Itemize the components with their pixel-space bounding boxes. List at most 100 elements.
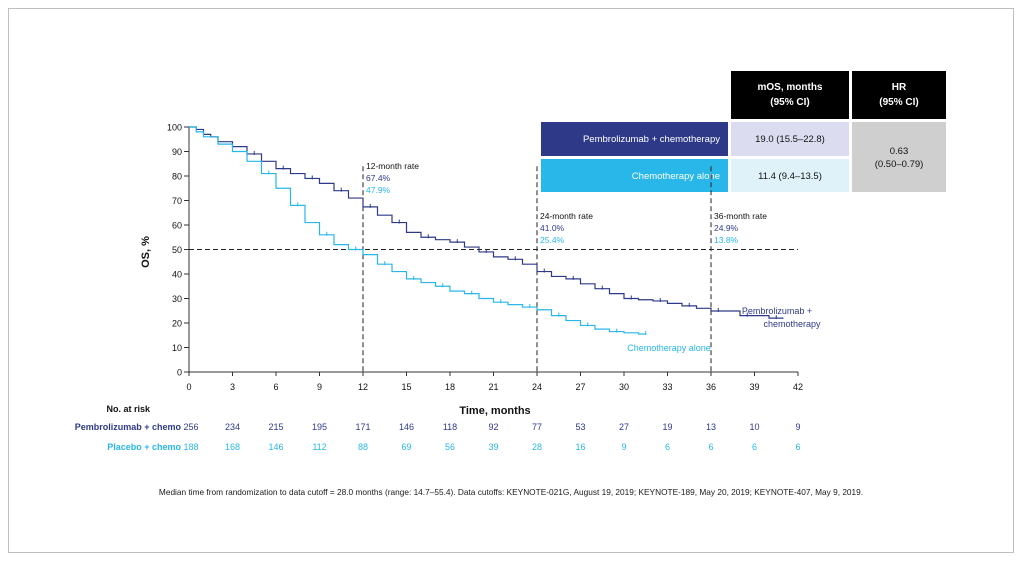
x-tick-label: 12: [358, 382, 368, 392]
risk-value-pembro: 9: [795, 422, 800, 432]
risk-value-placebo: 6: [708, 442, 713, 452]
risk-value-pembro: 234: [225, 422, 240, 432]
risk-value-pembro: 256: [183, 422, 198, 432]
x-tick-label: 3: [230, 382, 235, 392]
risk-value-placebo: 6: [795, 442, 800, 452]
risk-value-pembro: 19: [662, 422, 672, 432]
y-axis-title: OS, %: [140, 236, 152, 268]
km-survival-chart: mOS, months (95% CI) HR (95% CI) Pembrol…: [75, 71, 946, 497]
risk-value-placebo: 69: [401, 442, 411, 452]
risk-value-placebo: 168: [225, 442, 240, 452]
rate-annotation-pembro: 41.0%: [540, 223, 565, 233]
risk-value-pembro: 92: [488, 422, 498, 432]
risk-value-placebo: 39: [488, 442, 498, 452]
survival-curves: [189, 126, 784, 336]
y-tick-label: 40: [172, 270, 182, 280]
rate-annotation-chemo: 13.8%: [714, 235, 739, 245]
y-tick-label: 60: [172, 221, 182, 231]
risk-value-pembro: 215: [268, 422, 283, 432]
row1-label-cell: [541, 122, 728, 156]
risk-row-label-pembro: Pembrolizumab + chemo: [75, 422, 182, 432]
y-tick-label: 50: [172, 245, 182, 255]
x-tick-label: 39: [749, 382, 759, 392]
hr-value-cell: [852, 122, 946, 192]
row2-label: Chemotherapy alone: [632, 171, 720, 182]
rate-annotations: 12-month rate 67.4% 47.9% 24-month rate 41.0…: [366, 161, 767, 245]
hr-header-line1: HR: [892, 82, 907, 93]
footnote: Median time from randomization to data c…: [159, 487, 863, 497]
reference-lines: [189, 166, 798, 372]
y-tick-label: 10: [172, 343, 182, 353]
risk-value-pembro: 53: [575, 422, 585, 432]
risk-table: No. at risk Pembrolizumab + chemo Placeb…: [75, 404, 801, 452]
y-tick-label: 80: [172, 172, 182, 182]
y-tick-label: 90: [172, 147, 182, 157]
risk-value-pembro: 195: [312, 422, 327, 432]
pembro-curve: [189, 126, 784, 319]
y-tick-label: 100: [167, 123, 182, 133]
risk-value-placebo: 6: [665, 442, 670, 452]
risk-value-placebo: 16: [575, 442, 585, 452]
x-tick-label: 9: [317, 382, 322, 392]
x-tick-label: 6: [273, 382, 278, 392]
row2-mos: 11.4 (9.4–13.5): [758, 171, 822, 182]
x-axis-title: Time, months: [459, 405, 530, 417]
rate-annotation-chemo: 25.4%: [540, 235, 565, 245]
risk-row-label-placebo: Placebo + chemo: [107, 442, 181, 452]
row2-label-cell: [541, 159, 728, 192]
x-tick-label: 15: [401, 382, 411, 392]
hr-header-cell: [852, 71, 946, 119]
risk-value-placebo: 188: [183, 442, 198, 452]
risk-value-placebo: 28: [532, 442, 542, 452]
y-tick-label: 0: [177, 368, 182, 378]
rate-annotation-label: 24-month rate: [540, 211, 593, 221]
x-tick-label: 27: [575, 382, 585, 392]
summary-table: mOS, months (95% CI) HR (95% CI) Pembrol…: [541, 71, 946, 192]
x-tick-label: 30: [619, 382, 629, 392]
x-tick-label: 0: [186, 382, 191, 392]
risk-value-placebo: 112: [312, 442, 326, 452]
chemo-curve-label: Chemotherapy alone: [627, 343, 711, 353]
x-tick-label: 33: [662, 382, 672, 392]
y-tick-label: 20: [172, 319, 182, 329]
risk-value-placebo: 56: [445, 442, 455, 452]
mos-header-line2: (95% CI): [770, 97, 809, 108]
row1-label: Pembrolizumab + chemotherapy: [583, 134, 720, 145]
x-tick-label: 21: [488, 382, 498, 392]
mos-header-cell: [731, 71, 849, 119]
rate-annotation-label: 36-month rate: [714, 211, 767, 221]
pembro-curve-label-line2: chemotherapy: [763, 319, 821, 329]
hr-header-line2: (95% CI): [879, 97, 918, 108]
rate-annotation-pembro: 67.4%: [366, 173, 391, 183]
y-tick-label: 70: [172, 196, 182, 206]
risk-value-pembro: 146: [399, 422, 414, 432]
risk-value-pembro: 10: [749, 422, 759, 432]
risk-value-placebo: 146: [268, 442, 283, 452]
row2-mos-cell: [731, 159, 849, 192]
risk-value-placebo: 88: [358, 442, 368, 452]
risk-value-placebo: 9: [621, 442, 626, 452]
rate-annotation-pembro: 24.9%: [714, 223, 739, 233]
y-tick-label: 30: [172, 294, 182, 304]
risk-value-pembro: 77: [532, 422, 542, 432]
mos-header-line1: mOS, months: [757, 82, 822, 93]
risk-value-pembro: 27: [619, 422, 629, 432]
chemo-curve: [189, 126, 646, 335]
pembro-curve-label-line1: Pembrolizumab +: [742, 306, 812, 316]
rate-annotation-label: 12-month rate: [366, 161, 419, 171]
hr-ci: (0.50–0.79): [875, 159, 924, 170]
x-tick-label: 42: [793, 382, 803, 392]
risk-value-placebo: 6: [752, 442, 757, 452]
rate-annotation-chemo: 47.9%: [366, 185, 391, 195]
x-tick-label: 18: [445, 382, 455, 392]
x-tick-label: 36: [706, 382, 716, 392]
row1-mos-cell: [731, 122, 849, 156]
risk-table-title: No. at risk: [106, 404, 151, 414]
risk-value-pembro: 171: [355, 422, 370, 432]
slide-frame: mOS, months (95% CI) HR (95% CI) Pembrol…: [8, 8, 1014, 553]
x-tick-label: 24: [532, 382, 542, 392]
risk-value-pembro: 13: [706, 422, 716, 432]
hr-value: 0.63: [890, 146, 909, 157]
row1-mos: 19.0 (15.5–22.8): [755, 134, 825, 145]
risk-value-pembro: 118: [443, 422, 457, 432]
